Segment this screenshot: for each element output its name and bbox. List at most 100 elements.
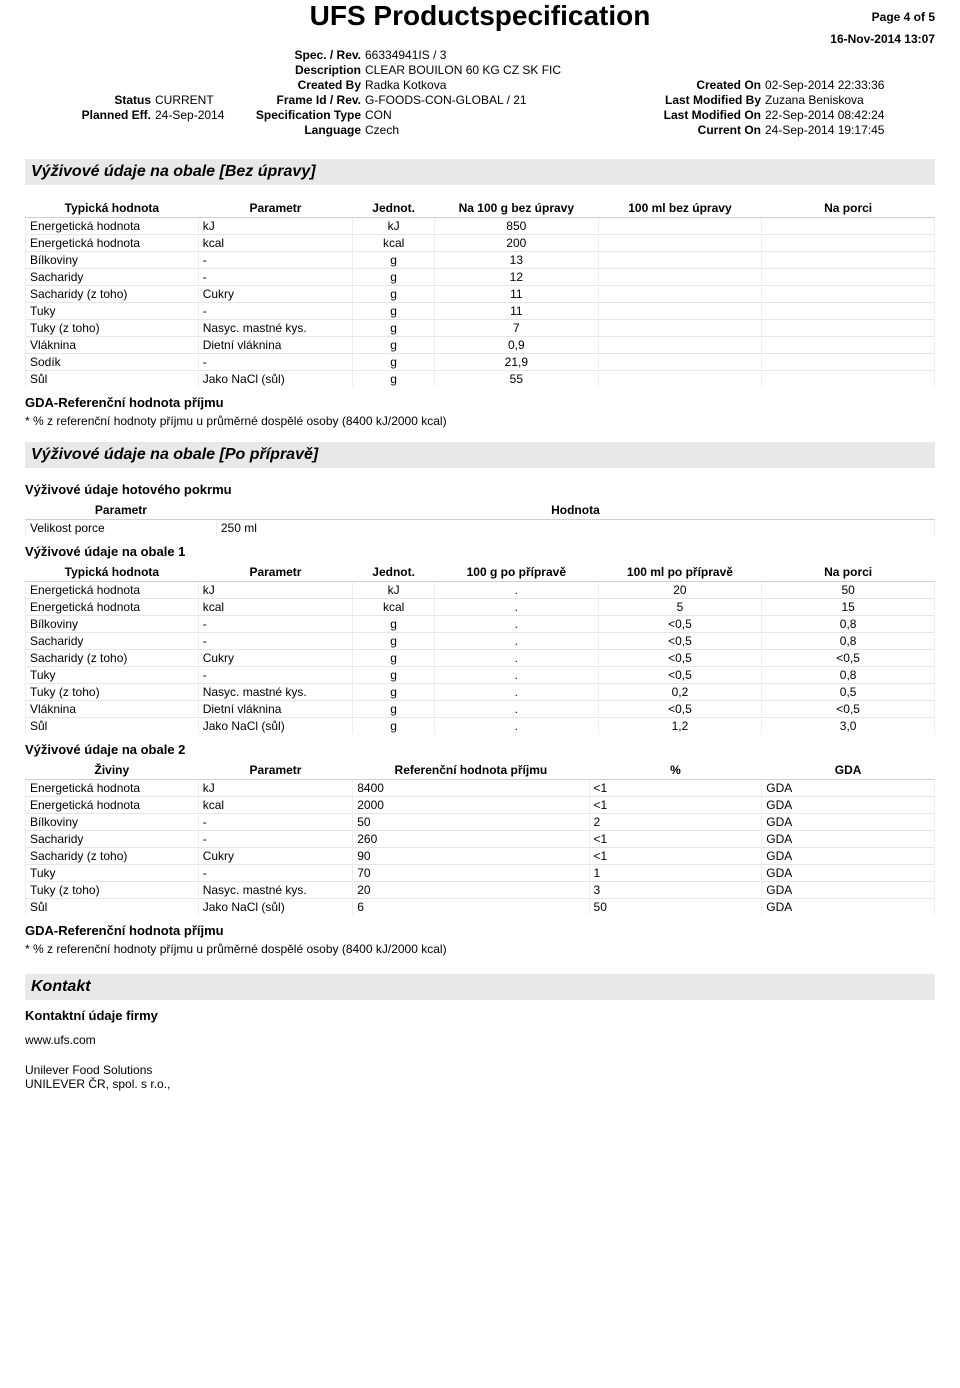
table-header: % [589,761,762,780]
table-cell: 0,8 [762,633,935,650]
table-cell: Tuky (z toho) [26,320,199,337]
table-cell: kcal [198,235,353,252]
current-on-value: 24-Sep-2014 19:17:45 [765,123,935,137]
table-header: Hodnota [216,501,934,520]
table-cell: 15 [762,599,935,616]
print-timestamp: 16-Nov-2014 13:07 [25,32,935,46]
table-cell: g [353,371,435,388]
table-cell: Dietní vláknina [198,701,353,718]
table-row: Tuky-701GDA [26,865,935,882]
table-cell: g [353,354,435,371]
table-cell: - [198,616,353,633]
table-row: Sacharidy-g12 [26,269,935,286]
nutrition-prep2-table: ŽivinyParametrReferenční hodnota příjmu%… [25,761,935,915]
created-by-value: Radka Kotkova [365,78,635,92]
prep-table2-heading: Výživové údaje na obale 2 [25,742,935,757]
frame-value: G-FOODS-CON-GLOBAL / 21 [365,93,635,107]
table-row: Sacharidy (z toho)Cukryg.<0,5<0,5 [26,650,935,667]
table-row: SůlJako NaCl (sůl)650GDA [26,899,935,916]
table-cell: - [198,831,353,848]
table-cell: Cukry [198,848,353,865]
table-cell: Energetická hodnota [26,599,199,616]
table-cell [598,218,762,235]
created-by-label: Created By [255,78,365,92]
table-cell: Energetická hodnota [26,797,199,814]
table-cell: 90 [353,848,589,865]
table-cell: Sacharidy (z toho) [26,286,199,303]
table-cell [762,337,935,354]
table-header: 100 ml bez úpravy [598,199,762,218]
table-header: Parametr [198,199,353,218]
contact-sub-heading: Kontaktní údaje firmy [25,1008,935,1023]
last-mod-by-value: Zuzana Beniskova [765,93,935,107]
page-root: Page 4 of 5 UFS Productspecification 16-… [0,0,960,1121]
table-cell: GDA [762,882,935,899]
nutrition-raw-table: Typická hodnotaParametrJednot.Na 100 g b… [25,199,935,387]
table-cell: g [353,252,435,269]
table-cell: 11 [435,303,599,320]
table-cell: 20 [598,582,762,599]
table-cell: . [435,667,599,684]
table-cell: g [353,667,435,684]
table-cell: 50 [589,899,762,916]
status-value: CURRENT [155,93,255,107]
frame-label: Frame Id / Rev. [255,93,365,107]
table-header: Jednot. [353,199,435,218]
table-cell: GDA [762,831,935,848]
table-cell: Sůl [26,718,199,735]
table-cell [598,354,762,371]
last-mod-by-label: Last Modified By [635,93,765,107]
table-cell: Vláknina [26,337,199,354]
table-cell: 50 [762,582,935,599]
table-cell: Tuky [26,667,199,684]
prep-sub-heading: Výživové údaje hotového pokrmu [25,482,935,497]
table-cell: g [353,269,435,286]
table-cell: <0,5 [598,667,762,684]
table-cell: Velikost porce [26,520,217,537]
table-header: Na porci [762,563,935,582]
language-value: Czech [365,123,635,137]
table-cell: g [353,303,435,320]
gda-note-1: * % z referenční hodnoty příjmu u průměr… [25,414,935,428]
current-on-label: Current On [635,123,765,137]
table-cell: <0,5 [598,633,762,650]
table-row: SůlJako NaCl (sůl)g.1,23,0 [26,718,935,735]
table-cell: g [353,320,435,337]
table-cell: 0,8 [762,616,935,633]
table-cell: 12 [435,269,599,286]
table-row: Sodík-g21,9 [26,354,935,371]
serving-table: ParametrHodnotaVelikost porce250 ml [25,501,935,536]
section-prep-title: Výživové údaje na obale [Po přípravě] [25,442,935,468]
table-row: Bílkoviny-g13 [26,252,935,269]
table-header: 100 ml po přípravě [598,563,762,582]
table-row: VlákninaDietní vlákninag.<0,5<0,5 [26,701,935,718]
table-cell [598,269,762,286]
table-cell: g [353,337,435,354]
table-cell: Jako NaCl (sůl) [198,371,353,388]
table-cell: g [353,701,435,718]
spec-type-label: Specification Type [255,108,365,122]
table-cell: kJ [198,582,353,599]
table-cell: - [198,667,353,684]
table-row: Sacharidy (z toho)Cukryg11 [26,286,935,303]
table-header: Na 100 g bez úpravy [435,199,599,218]
table-cell: 13 [435,252,599,269]
table-cell: g [353,286,435,303]
table-header: Na porci [762,199,935,218]
table-cell: g [353,616,435,633]
nutrition-prep1-table: Typická hodnotaParametrJednot.100 g po p… [25,563,935,734]
contact-line-2: UNILEVER ČR, spol. s r.o., [25,1077,935,1091]
table-cell: <1 [589,831,762,848]
table-cell: kJ [353,218,435,235]
table-cell: <0,5 [598,616,762,633]
table-cell: - [198,269,353,286]
table-header: GDA [762,761,935,780]
table-cell: - [198,303,353,320]
contact-url: www.ufs.com [25,1033,935,1047]
table-cell: Sacharidy [26,633,199,650]
table-cell [762,269,935,286]
table-header: 100 g po přípravě [435,563,599,582]
table-cell: Sůl [26,371,199,388]
table-cell [762,218,935,235]
table-cell: 1,2 [598,718,762,735]
